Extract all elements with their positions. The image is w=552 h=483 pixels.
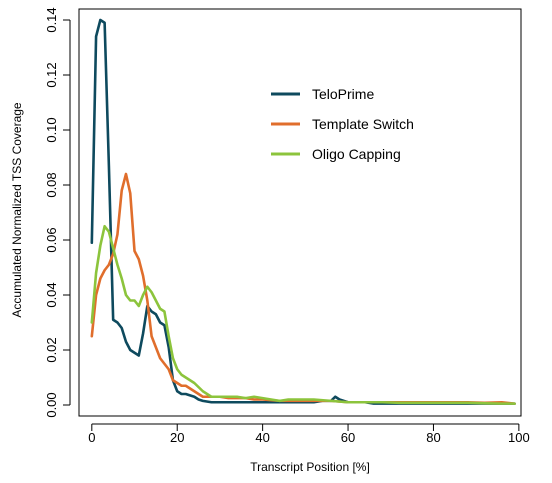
y-axis: 0.00 0.02 0.04 0.06 0.08 0.10 0.12 0.14 — [44, 7, 71, 418]
y-tick-label: 0.06 — [44, 227, 59, 252]
series-lines — [90, 18, 516, 405]
legend: TeloPrime Template Switch Oligo Capping — [271, 86, 414, 162]
x-tick-label: 100 — [508, 430, 530, 445]
y-tick-label: 0.14 — [44, 7, 59, 32]
x-tick-label: 20 — [170, 430, 184, 445]
plot-area-frame — [78, 8, 522, 417]
series-line-oligo-capping — [90, 224, 516, 405]
legend-label-teloprime: TeloPrime — [312, 86, 374, 102]
x-tick-label: 0 — [88, 430, 95, 445]
x-tick-label: 60 — [341, 430, 355, 445]
y-tick-label: 0.12 — [44, 62, 59, 87]
series-line-template-switch — [90, 172, 516, 405]
x-axis-title: Transcript Position [%] — [250, 460, 370, 474]
y-tick-label: 0.10 — [44, 117, 59, 142]
y-tick-label: 0.02 — [44, 337, 59, 362]
y-axis-title: Accumulated Normalized TSS Coverage — [10, 102, 24, 318]
legend-label-template-switch: Template Switch — [312, 116, 414, 132]
y-tick-label: 0.00 — [44, 392, 59, 417]
x-axis: 0 20 40 60 80 100 — [88, 423, 530, 445]
y-tick-label: 0.08 — [44, 172, 59, 197]
x-tick-label: 40 — [255, 430, 269, 445]
x-tick-label: 80 — [426, 430, 440, 445]
y-tick-label: 0.04 — [44, 282, 59, 307]
legend-label-oligo-capping: Oligo Capping — [312, 146, 401, 162]
